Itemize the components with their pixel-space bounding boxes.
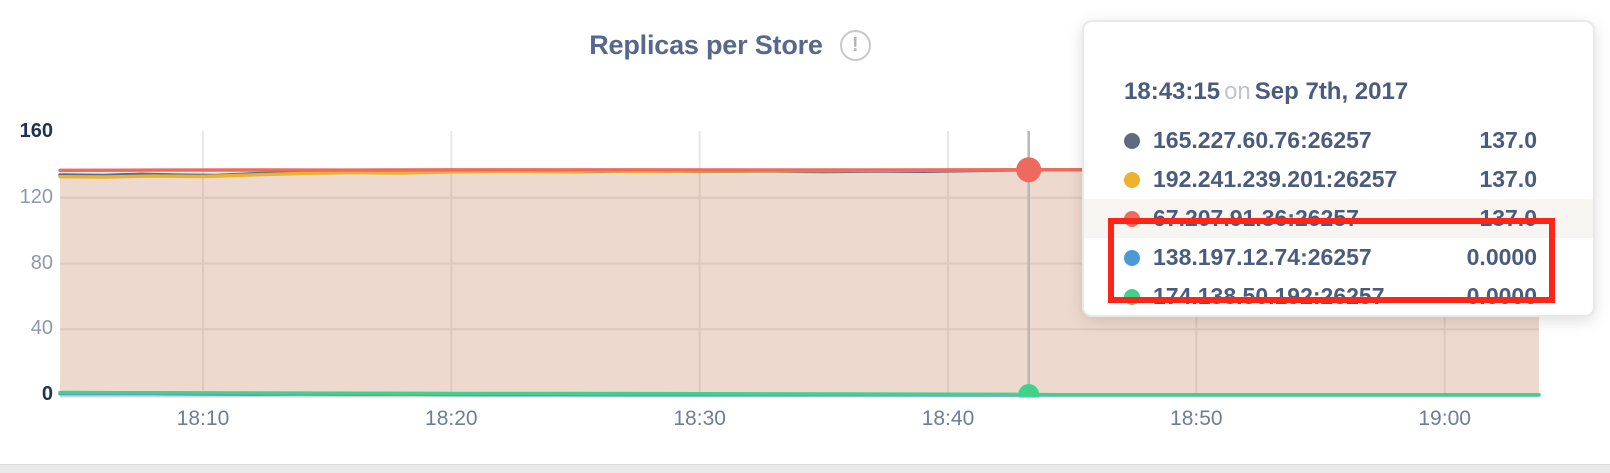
series-label: 165.227.60.76:26257 [1153, 127, 1372, 153]
series-label: 192.241.239.201:26257 [1153, 166, 1398, 192]
x-axis-tick-label: 18:50 [1170, 407, 1223, 430]
series-label: 174.138.50.192:26257 [1153, 283, 1385, 309]
tooltip-time: 18:43:15 [1124, 78, 1221, 105]
series-value: 137.0 [1479, 127, 1537, 153]
y-axis-tick-label: 0 [41, 383, 53, 405]
y-axis-tick-label: 120 [19, 185, 53, 208]
tooltip-row: 165.227.60.76:26257 137.0 [1084, 121, 1593, 160]
series-color-dot [1124, 171, 1140, 188]
x-axis-tick-label: 18:10 [176, 407, 230, 430]
chart-title-row: Replicas per Store ! [0, 30, 1610, 61]
series-line [58, 390, 1541, 397]
y-axis-tick-label: 40 [30, 317, 53, 340]
x-axis-tick-label: 18:30 [673, 407, 726, 430]
tooltip-timestamp: 18:43:15 on Sep 7th, 2017 [1124, 78, 1408, 106]
series-color-dot [1124, 132, 1140, 149]
series-value: 137.0 [1479, 166, 1537, 192]
info-icon[interactable]: ! [839, 30, 871, 61]
series-value: 0.0000 [1466, 244, 1537, 270]
series-color-dot [1124, 249, 1140, 266]
tooltip-row: 138.197.12.74:26257 0.0000 [1084, 238, 1593, 277]
tooltip-date: Sep 7th, 2017 [1254, 78, 1409, 105]
x-axis-tick-label: 18:20 [425, 407, 478, 430]
page-section-divider [0, 464, 1610, 473]
tooltip-row: 192.241.239.201:26257 137.0 [1084, 160, 1593, 199]
info-icon-glyph: ! [851, 34, 859, 56]
chart-title: Replicas per Store [589, 30, 823, 60]
x-axis-tick-label: 19:00 [1418, 407, 1471, 430]
y-axis-tick-label: 80 [30, 251, 53, 274]
crosshair-dot [1016, 157, 1042, 183]
y-axis-tick-label: 160 [19, 120, 53, 142]
series-value: 0.0000 [1466, 283, 1537, 309]
x-axis-tick-label: 18:40 [921, 407, 975, 430]
annotation-highlight-box [1108, 218, 1555, 303]
crosshair-dot [1018, 384, 1040, 398]
series-label: 138.197.12.74:26257 [1153, 244, 1372, 270]
tooltip-on-word: on [1224, 78, 1251, 105]
